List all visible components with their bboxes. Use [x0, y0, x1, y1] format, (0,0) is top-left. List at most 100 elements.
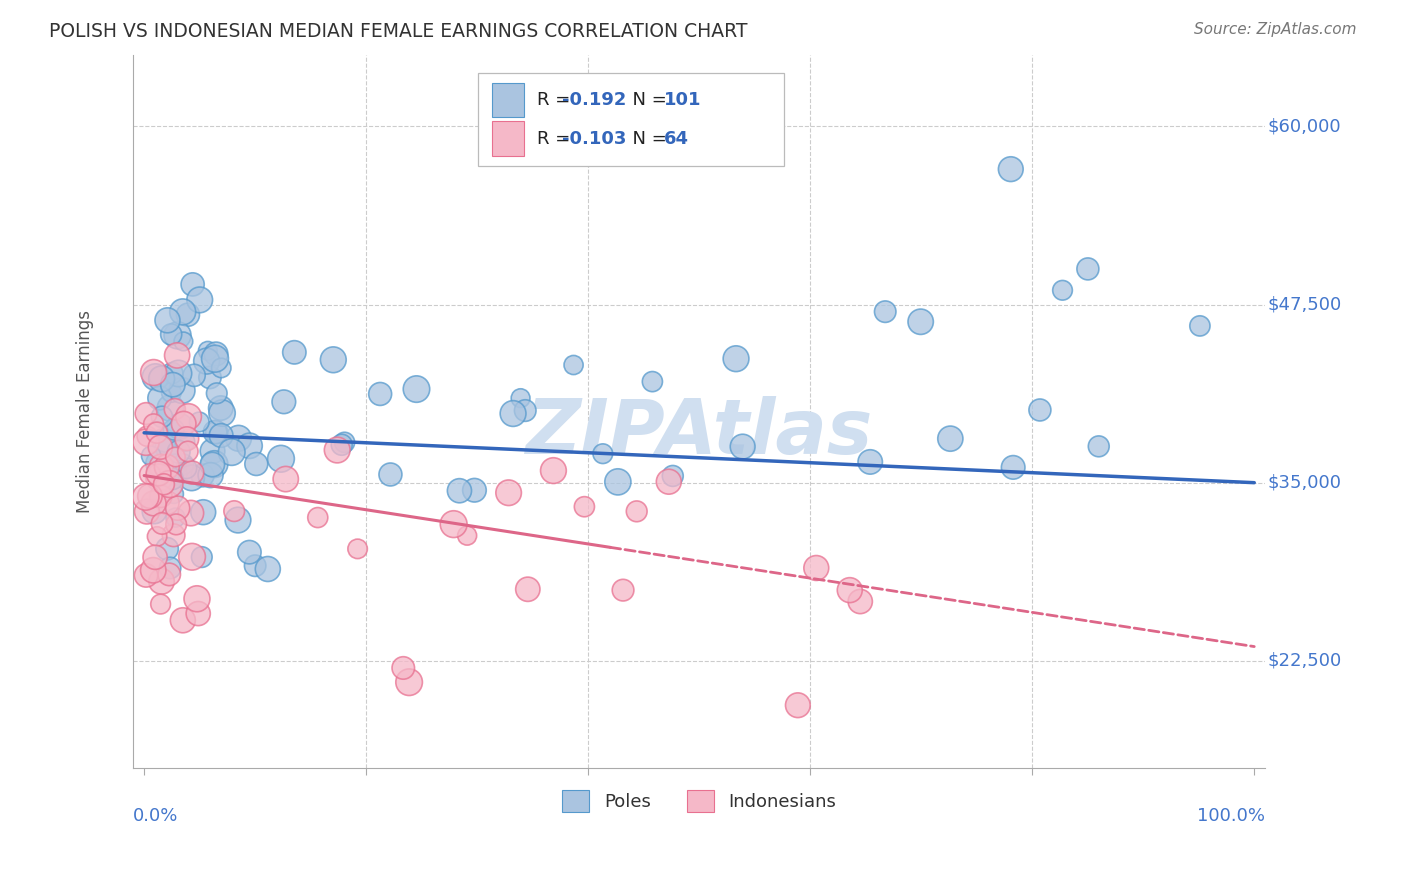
Text: $60,000: $60,000 [1268, 118, 1341, 136]
Point [142, 417, 165, 431]
Point [167, 444, 190, 458]
Point [509, 391, 531, 405]
Point [392, 661, 415, 675]
Point [939, 432, 962, 446]
Text: POLISH VS INDONESIAN MEDIAN FEMALE EARNINGS CORRELATION CHART: POLISH VS INDONESIAN MEDIAN FEMALE EARNI… [49, 22, 748, 41]
Point [150, 372, 173, 386]
Point [1029, 403, 1052, 417]
Point [163, 487, 186, 501]
Point [198, 370, 221, 384]
Point [543, 464, 565, 478]
Point [142, 563, 165, 577]
Point [181, 549, 204, 564]
Point [152, 434, 174, 448]
Text: 0.0%: 0.0% [134, 807, 179, 825]
Point [463, 483, 485, 498]
Point [167, 367, 190, 381]
Point [148, 467, 170, 481]
Point [209, 428, 232, 442]
Point [156, 541, 179, 556]
Point [1052, 283, 1074, 297]
Point [150, 516, 173, 531]
Text: 101: 101 [664, 91, 702, 109]
Point [806, 561, 828, 575]
Point [322, 352, 344, 367]
Text: 64: 64 [664, 129, 689, 147]
Point [143, 504, 166, 518]
Point [380, 467, 402, 482]
Point [204, 457, 226, 471]
Point [146, 425, 169, 440]
Point [156, 313, 179, 327]
Legend: Poles, Indonesians: Poles, Indonesians [555, 783, 844, 819]
Point [166, 328, 188, 343]
Point [195, 354, 218, 368]
Point [346, 541, 368, 556]
Point [201, 458, 224, 472]
Point [163, 402, 186, 417]
Point [172, 305, 194, 319]
Point [159, 467, 181, 482]
Point [166, 501, 188, 516]
Point [191, 468, 214, 483]
Point [148, 369, 170, 384]
Point [157, 567, 180, 582]
Point [200, 468, 222, 483]
Point [204, 425, 226, 439]
Point [156, 459, 179, 474]
Point [135, 568, 157, 582]
Point [188, 415, 211, 429]
Bar [492, 121, 523, 155]
Point [228, 431, 250, 445]
Point [188, 293, 211, 307]
Point [135, 435, 157, 450]
Point [197, 343, 219, 358]
Text: Source: ZipAtlas.com: Source: ZipAtlas.com [1194, 22, 1357, 37]
Point [592, 447, 614, 461]
Point [443, 517, 465, 532]
Point [1002, 460, 1025, 475]
Point [498, 485, 520, 500]
Point [165, 450, 187, 464]
Point [456, 528, 478, 542]
Point [256, 562, 278, 576]
Point [149, 489, 172, 503]
Point [150, 574, 173, 589]
Point [166, 348, 188, 362]
Point [238, 545, 260, 559]
Point [170, 384, 193, 398]
Point [209, 361, 232, 376]
Point [661, 469, 683, 483]
Point [163, 458, 186, 473]
Point [725, 351, 748, 366]
Point [1188, 318, 1211, 333]
Point [173, 417, 195, 431]
FancyBboxPatch shape [478, 73, 785, 166]
Point [145, 370, 167, 384]
Point [333, 435, 356, 450]
Point [156, 496, 179, 510]
Point [177, 409, 200, 424]
Point [283, 345, 305, 359]
Point [153, 477, 176, 491]
Point [307, 510, 329, 524]
Point [135, 490, 157, 504]
Point [160, 385, 183, 400]
Point [143, 550, 166, 565]
Point [330, 438, 353, 452]
Point [165, 467, 187, 481]
Point [626, 504, 648, 518]
Point [162, 473, 184, 487]
Point [150, 458, 173, 473]
Point [786, 698, 808, 713]
Point [136, 429, 159, 443]
Point [1000, 162, 1022, 177]
Point [150, 409, 173, 424]
Point [398, 675, 420, 690]
Point [910, 315, 932, 329]
Point [731, 440, 754, 454]
Text: -0.103: -0.103 [562, 129, 627, 147]
Text: Median Female Earnings: Median Female Earnings [76, 310, 94, 513]
Point [135, 407, 157, 421]
Point [160, 327, 183, 342]
